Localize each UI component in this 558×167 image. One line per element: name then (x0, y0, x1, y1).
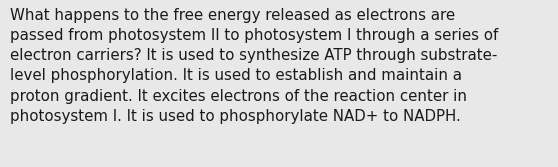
Text: What happens to the free energy released as electrons are
passed from photosyste: What happens to the free energy released… (10, 8, 498, 124)
